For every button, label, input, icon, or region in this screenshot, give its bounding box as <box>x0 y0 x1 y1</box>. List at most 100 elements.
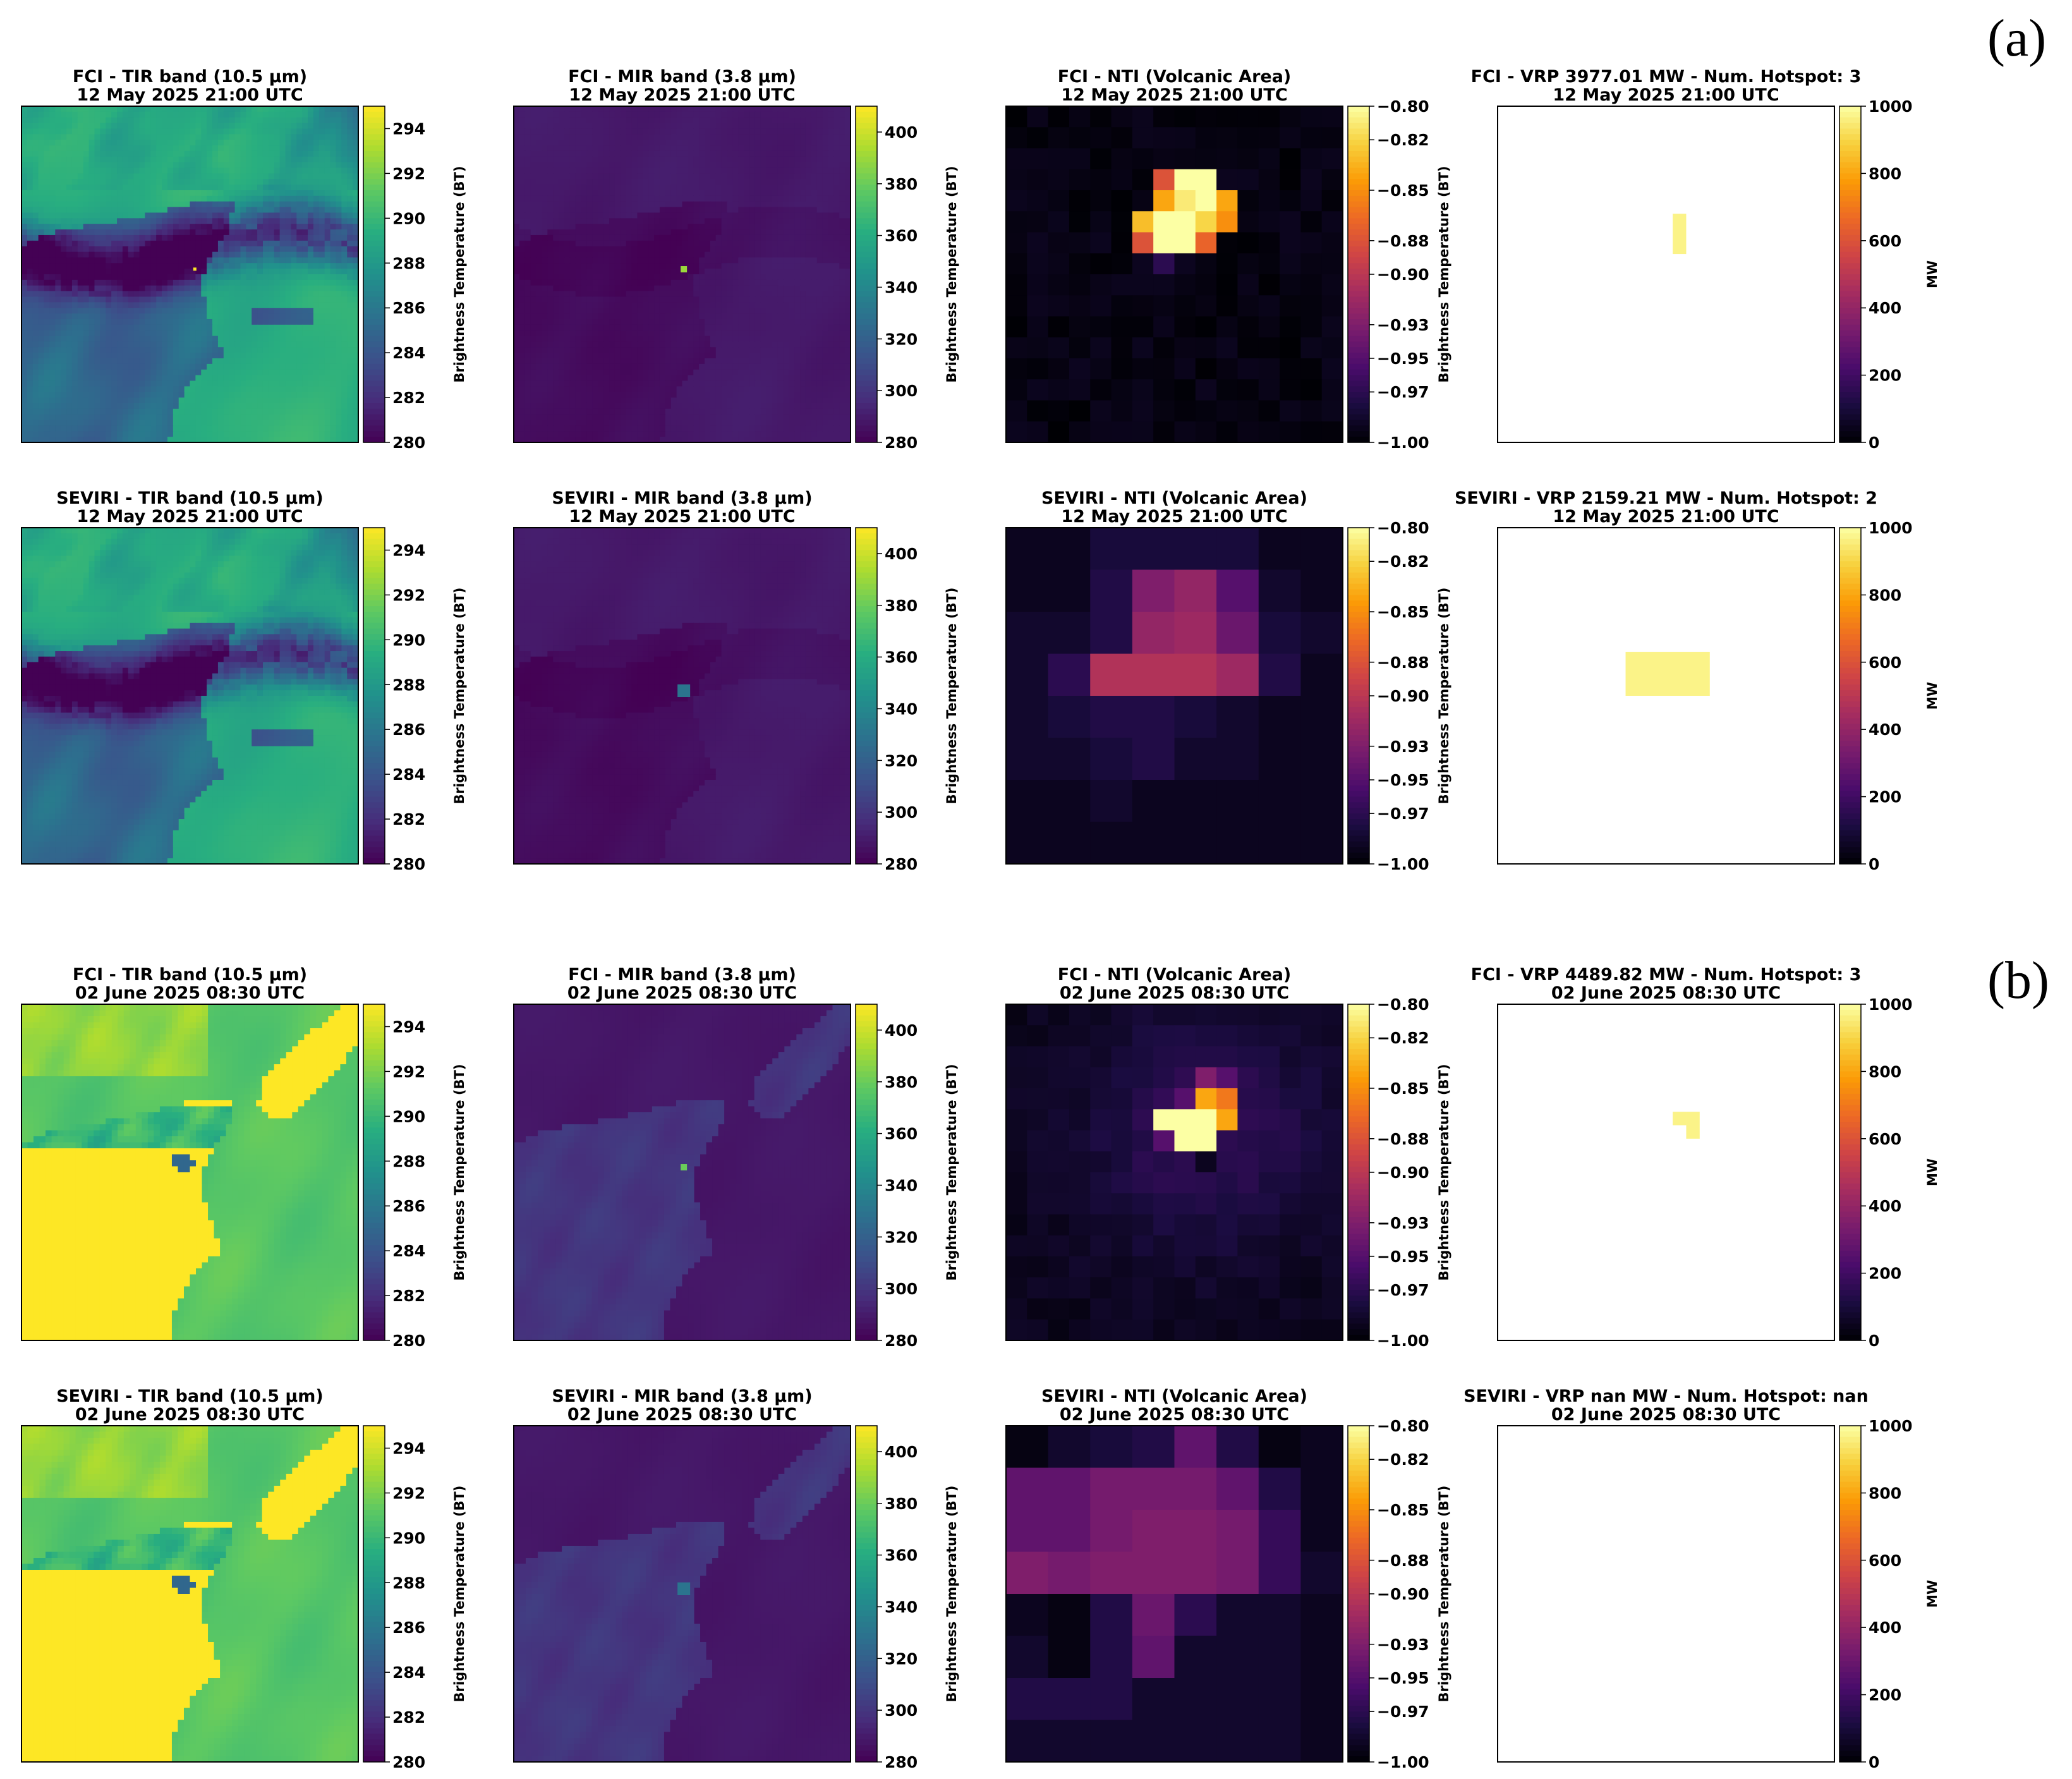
colorbar-tick-label: 280 <box>392 1332 425 1350</box>
hotspot-pixel <box>193 267 197 271</box>
panel-title: SEVIRI - MIR band (3.8 µm) <box>552 489 812 508</box>
panel-subtitle: 12 May 2025 21:00 UTC <box>1061 507 1287 526</box>
colorbar-tick-label: 1000 <box>1869 1417 1913 1435</box>
panel-title: SEVIRI - MIR band (3.8 µm) <box>552 1387 812 1406</box>
colorbar-tick-label: −0.93 <box>1377 1214 1429 1232</box>
colorbar: 0 200 400 600 800 1000 MW <box>1839 995 1940 1350</box>
colorbar-label: Brightness Temperature (BT) <box>944 1486 959 1703</box>
colorbar-tick-label: −1.00 <box>1377 434 1429 452</box>
colorbar-tick-label: 800 <box>1869 1062 1901 1081</box>
colorbar-tick-label: 290 <box>392 1107 425 1126</box>
colorbar-tick-label: 1000 <box>1869 995 1913 1014</box>
panel-subtitle: 02 June 2025 08:30 UTC <box>1551 983 1781 1003</box>
panel-r0-c1: FCI - MIR band (3.8 µm)12 May 2025 21:00… <box>513 67 959 452</box>
colorbar-tick-label: −0.93 <box>1377 738 1429 756</box>
axes-frame <box>1497 1425 1835 1763</box>
heatmap-image <box>1006 106 1343 443</box>
panel-subtitle: 02 June 2025 08:30 UTC <box>1060 983 1289 1003</box>
colorbar-tick-label: 280 <box>392 855 425 873</box>
colorbar-tick-label: 380 <box>885 1495 918 1513</box>
colorbar-tick-label: −0.80 <box>1377 1417 1429 1435</box>
group-label-a: (a) <box>1987 8 2046 69</box>
colorbar-tick-label: 360 <box>885 227 918 245</box>
panel-subtitle: 02 June 2025 08:30 UTC <box>75 1405 305 1424</box>
colorbar-tick-label: 292 <box>392 164 425 183</box>
colorbar-label: Brightness Temperature (BT) <box>452 588 467 804</box>
colorbar-tick-label: −0.85 <box>1377 1501 1429 1519</box>
colorbar-tick-label: 288 <box>392 1152 425 1170</box>
colorbar: 280 300 320 340 360 380 400 Brightness Temperat… <box>855 106 959 452</box>
axes-frame <box>1005 527 1343 865</box>
colorbar-tick-label: 0 <box>1869 855 1879 873</box>
panel-r0-c3: FCI - VRP 3977.01 MW - Num. Hotspot: 312… <box>1471 67 1940 452</box>
colorbar-tick-label: 300 <box>885 1701 918 1720</box>
colorbar: −1.00 −0.97 −0.95 −0.93 −0.90 −0.88 −0.85 −0.82… <box>1347 519 1451 873</box>
panel-r1-c2: SEVIRI - NTI (Volcanic Area)12 May 2025 … <box>1005 489 1451 873</box>
colorbar-tick-label: 300 <box>885 382 918 400</box>
colorbar: 280 282 284 286 288 290 292 294 Brightness Tempe… <box>363 106 467 452</box>
colorbar-tick-label: −0.97 <box>1377 1281 1429 1299</box>
panel-subtitle: 12 May 2025 21:00 UTC <box>1553 507 1779 526</box>
colorbar-label: MW <box>1925 1158 1940 1186</box>
colorbar-label: MW <box>1925 1580 1940 1608</box>
colorbar-tick-label: −0.82 <box>1377 552 1429 571</box>
colorbar-tick-label: 290 <box>392 1529 425 1547</box>
panel-r0-c2: FCI - NTI (Volcanic Area)12 May 2025 21:… <box>1005 67 1451 452</box>
colorbar: −1.00 −0.97 −0.95 −0.93 −0.90 −0.88 −0.85 −0.82… <box>1347 97 1451 452</box>
colorbar-tick-label: 288 <box>392 254 425 272</box>
heatmap-image <box>21 1004 359 1341</box>
colorbar-tick-label: 300 <box>885 1280 918 1298</box>
panel-title: FCI - VRP 4489.82 MW - Num. Hotspot: 3 <box>1471 965 1862 985</box>
colorbar-label: Brightness Temperature (BT) <box>1436 166 1451 383</box>
colorbar-label: Brightness Temperature (BT) <box>944 166 959 383</box>
colorbar-tick-label: 400 <box>885 545 918 563</box>
heatmap-image <box>21 106 359 443</box>
panel-r2-c3: FCI - VRP 4489.82 MW - Num. Hotspot: 302… <box>1471 965 1940 1350</box>
axes-frame <box>513 1004 851 1341</box>
colorbar-tick-label: −0.90 <box>1377 1585 1429 1603</box>
colorbar-tick-label: 282 <box>392 1708 425 1727</box>
axes-frame <box>1497 106 1835 443</box>
colorbar-tick-label: −0.80 <box>1377 97 1429 116</box>
panel-title: SEVIRI - NTI (Volcanic Area) <box>1041 489 1307 508</box>
panel-title: FCI - MIR band (3.8 µm) <box>568 67 796 87</box>
panel-subtitle: 12 May 2025 21:00 UTC <box>76 85 303 105</box>
colorbar-tick-label: 200 <box>1869 367 1901 385</box>
colorbar-tick-label: 292 <box>392 1484 425 1502</box>
colorbar-tick-label: −0.85 <box>1377 1079 1429 1098</box>
colorbar-tick-label: 800 <box>1869 586 1901 604</box>
panel-title: SEVIRI - TIR band (10.5 µm) <box>56 489 324 508</box>
colorbar-tick-label: 280 <box>885 1332 918 1350</box>
colorbar-tick-label: 280 <box>885 434 918 452</box>
colorbar-tick-label: −0.97 <box>1377 1703 1429 1721</box>
colorbar-tick-label: 200 <box>1869 1265 1901 1283</box>
panel-r2-c2: FCI - NTI (Volcanic Area)02 June 2025 08… <box>1005 965 1451 1350</box>
colorbar-tick-label: 0 <box>1869 1332 1879 1350</box>
panel-r3-c1: SEVIRI - MIR band (3.8 µm)02 June 2025 0… <box>513 1387 959 1771</box>
colorbar: 280 300 320 340 360 380 400 Brightness Temperat… <box>855 1004 959 1350</box>
colorbar-tick-label: 320 <box>885 1228 918 1246</box>
colorbar-tick-label: −0.95 <box>1377 771 1429 789</box>
colorbar-tick-label: −0.82 <box>1377 1450 1429 1469</box>
colorbar-tick-label: 294 <box>392 1017 425 1036</box>
panel-title: SEVIRI - NTI (Volcanic Area) <box>1041 1387 1307 1406</box>
colorbar: 280 282 284 286 288 290 292 294 Brightness Tempe… <box>363 1004 467 1350</box>
colorbar-tick-label: 290 <box>392 209 425 228</box>
axes-frame <box>513 1425 851 1763</box>
colorbar-label: MW <box>1925 260 1940 288</box>
colorbar-tick-label: 294 <box>392 119 425 138</box>
colorbar-tick-label: −0.88 <box>1377 1130 1429 1148</box>
colorbar-tick-label: 280 <box>885 1753 918 1771</box>
colorbar-tick-label: 320 <box>885 330 918 348</box>
heatmap-image <box>1006 528 1343 865</box>
colorbar-tick-label: 320 <box>885 751 918 770</box>
colorbar-tick-label: 284 <box>392 1663 425 1682</box>
colorbar-label: Brightness Temperature (BT) <box>452 1064 467 1281</box>
panel-subtitle: 12 May 2025 21:00 UTC <box>76 507 303 526</box>
colorbar-tick-label: −0.90 <box>1377 1163 1429 1182</box>
panel-subtitle: 12 May 2025 21:00 UTC <box>1061 85 1287 105</box>
colorbar-tick-label: 288 <box>392 1574 425 1592</box>
axes-frame <box>1497 1004 1835 1341</box>
colorbar-tick-label: −1.00 <box>1377 1332 1429 1350</box>
